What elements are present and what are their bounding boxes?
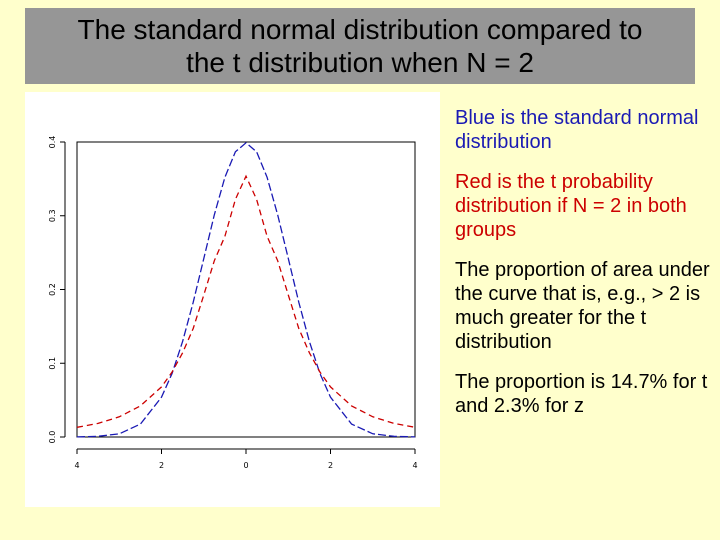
slide-title: The standard normal distribution compare… (25, 8, 695, 84)
y-tick-label: 0.4 (48, 136, 57, 149)
note-red-t: Red is the t probability distribution if… (455, 171, 687, 241)
note-proportion: The proportion is 14.7% for t and 2.3% f… (455, 371, 708, 417)
x-tick-label: 2 (328, 461, 333, 470)
title-line-1: The standard normal distribution compare… (77, 14, 643, 45)
notes-panel: Blue is the standard normal distribution… (455, 106, 710, 434)
normal-curve (76, 141, 416, 438)
note-blue-normal: Blue is the standard normal distribution (455, 107, 699, 153)
plot-panel: 4 2 0 2 4 0.0 0.1 0.2 0.3 0.4 (25, 92, 440, 507)
t-curve (76, 174, 416, 428)
y-tick-label: 0.2 (48, 283, 57, 296)
note-area-comparison: The proportion of area under the curve t… (455, 259, 710, 353)
x-tick-label: 4 (412, 461, 417, 470)
y-tick-label: 0.1 (48, 357, 57, 370)
plot-frame (76, 141, 416, 438)
x-tick-label: 2 (159, 461, 164, 470)
y-tick-label: 0.3 (48, 209, 57, 222)
x-tick-label: 4 (74, 461, 79, 470)
x-tick-label: 0 (243, 461, 248, 470)
title-line-2: the t distribution when N = 2 (186, 47, 534, 78)
density-chart: 4 2 0 2 4 0.0 0.1 0.2 0.3 0.4 (48, 136, 418, 470)
y-tick-label: 0.0 (48, 431, 57, 444)
